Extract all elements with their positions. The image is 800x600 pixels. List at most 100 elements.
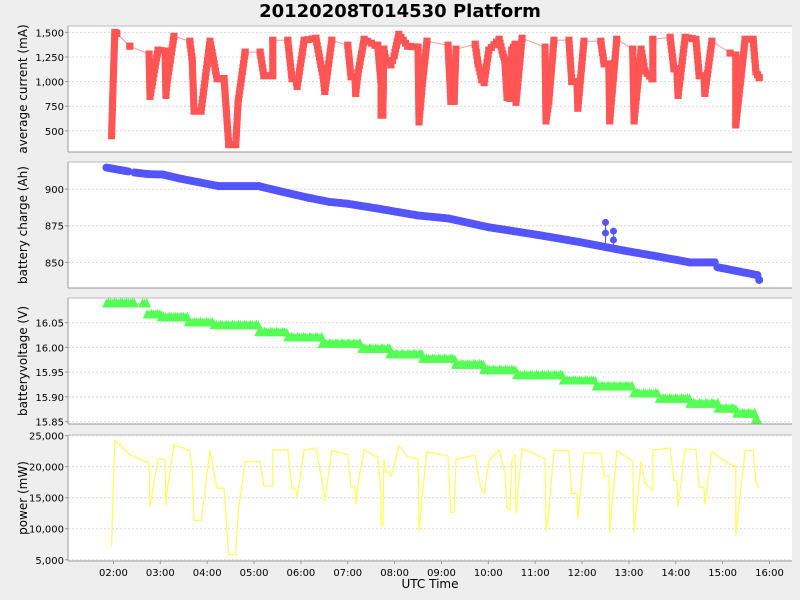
current-marker	[639, 58, 647, 66]
current-marker	[445, 57, 453, 65]
current-marker	[609, 74, 617, 82]
current-marker	[566, 57, 574, 65]
current-marker	[298, 48, 306, 56]
current-marker	[284, 36, 292, 44]
current-marker	[541, 72, 549, 80]
current-marker	[164, 72, 172, 80]
current-marker	[452, 57, 460, 65]
current-marker	[735, 90, 743, 98]
current-marker	[419, 76, 427, 84]
current-marker	[484, 54, 492, 62]
current-marker	[223, 117, 231, 125]
current-marker	[414, 67, 422, 75]
current-marker	[741, 35, 749, 43]
current-marker	[109, 76, 117, 84]
y-axis-label: batteryvoltage (V)	[16, 306, 30, 416]
current-marker	[367, 39, 375, 47]
current-marker	[153, 54, 161, 62]
current-marker	[450, 93, 458, 101]
current-marker	[284, 40, 292, 48]
current-marker	[166, 60, 174, 68]
current-marker	[447, 93, 455, 101]
current-marker	[187, 48, 195, 56]
current-marker	[418, 79, 426, 87]
current-marker	[695, 68, 703, 76]
current-marker	[739, 55, 747, 63]
current-marker	[417, 95, 425, 103]
current-marker	[575, 88, 583, 96]
current-marker	[445, 65, 453, 73]
current-marker	[503, 85, 511, 93]
current-marker	[374, 45, 382, 53]
current-marker	[241, 48, 249, 56]
current-marker	[741, 39, 749, 47]
current-marker	[667, 37, 675, 45]
current-marker	[108, 116, 116, 124]
current-marker	[755, 74, 763, 82]
current-marker	[450, 97, 458, 105]
current-marker	[358, 46, 366, 54]
current-marker	[476, 68, 484, 76]
current-marker	[189, 76, 197, 84]
current-marker	[629, 85, 637, 93]
current-marker	[198, 103, 206, 111]
current-marker	[145, 69, 153, 77]
current-marker	[269, 48, 277, 56]
current-marker	[357, 54, 365, 62]
current-marker	[597, 41, 605, 49]
current-marker	[347, 69, 355, 77]
current-marker	[634, 81, 642, 89]
current-marker	[346, 65, 354, 73]
x-tick-label: 12:00	[568, 568, 597, 579]
current-marker	[110, 56, 118, 64]
current-marker	[548, 65, 556, 73]
chart-title: 20120208T014530 Platform	[259, 1, 541, 22]
current-marker	[422, 45, 430, 53]
current-marker	[450, 89, 458, 97]
current-marker	[223, 121, 231, 129]
current-marker	[161, 47, 169, 55]
x-tick-label: 06:00	[286, 568, 315, 579]
current-marker	[188, 56, 196, 64]
current-marker	[473, 56, 481, 64]
current-marker	[482, 66, 490, 74]
current-marker	[612, 47, 620, 55]
y-tick-label: 1,500	[35, 28, 64, 39]
current-marker	[325, 56, 333, 64]
current-marker	[546, 85, 554, 93]
current-marker	[745, 35, 753, 43]
current-marker	[189, 80, 197, 88]
current-marker	[109, 100, 117, 108]
y-tick-label: 500	[45, 127, 64, 138]
current-marker	[611, 59, 619, 67]
current-marker	[162, 87, 170, 95]
current-marker	[511, 63, 519, 71]
current-marker	[606, 117, 614, 125]
current-marker	[548, 61, 556, 69]
current-marker	[471, 40, 479, 48]
current-marker	[681, 33, 689, 41]
current-marker	[297, 59, 305, 67]
current-marker	[416, 106, 424, 114]
current-marker	[649, 75, 657, 83]
current-marker	[203, 61, 211, 69]
current-marker	[379, 90, 387, 98]
current-marker	[213, 75, 221, 83]
current-marker	[475, 64, 483, 72]
y-tick-label: 20,000	[29, 463, 64, 474]
current-marker	[612, 43, 620, 51]
current-marker	[236, 87, 244, 95]
current-marker	[502, 81, 510, 89]
current-marker	[472, 48, 480, 56]
current-marker	[197, 107, 205, 115]
current-marker	[298, 52, 306, 60]
y-axis-label: battery charge (Ah)	[16, 166, 30, 284]
current-marker	[545, 93, 553, 101]
current-marker	[669, 57, 677, 65]
current-marker	[705, 57, 713, 65]
current-marker	[631, 105, 639, 113]
current-marker	[567, 65, 575, 73]
current-marker	[635, 65, 643, 73]
current-marker	[220, 75, 228, 83]
current-marker	[649, 43, 657, 51]
